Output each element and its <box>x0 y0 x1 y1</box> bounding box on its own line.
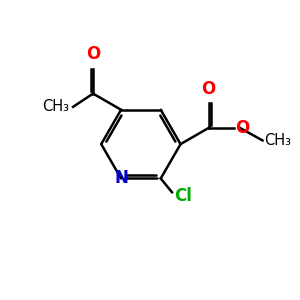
Text: O: O <box>86 45 100 63</box>
Text: N: N <box>114 169 128 188</box>
Text: O: O <box>235 119 249 137</box>
Text: CH₃: CH₃ <box>264 133 291 148</box>
Text: O: O <box>201 80 216 98</box>
Text: CH₃: CH₃ <box>42 99 69 114</box>
Text: Cl: Cl <box>174 187 192 205</box>
